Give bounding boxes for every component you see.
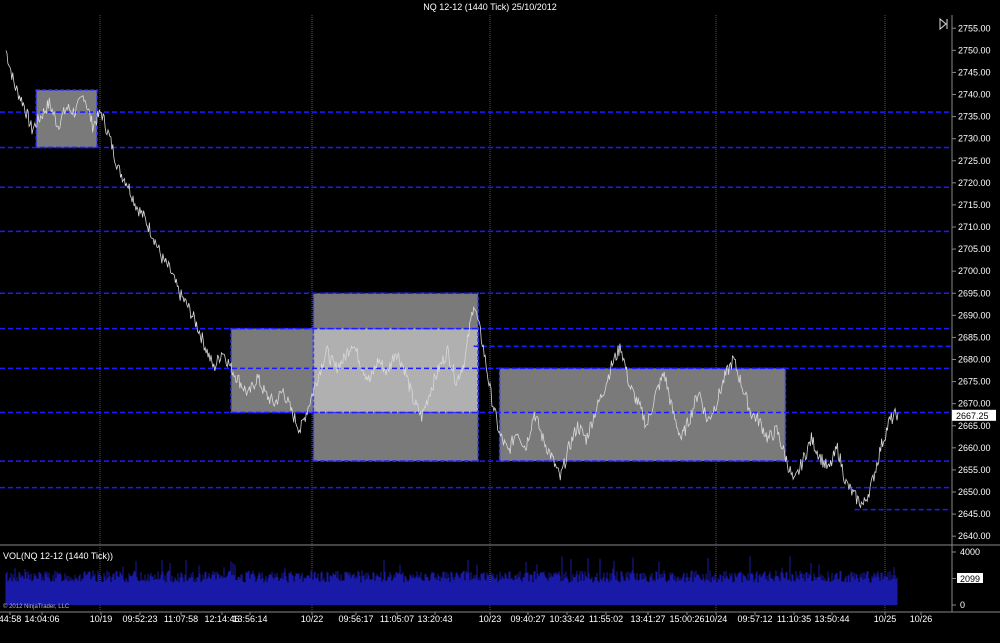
time-tick-label-2: 10/19 <box>90 614 113 624</box>
price-tick-label-22: 2750.00 <box>958 45 991 55</box>
copyright-text: © 2012 NinjaTrader, LLC <box>3 603 70 610</box>
price-tick-label-11: 2695.00 <box>958 288 991 298</box>
time-tick-label-11: 10/23 <box>479 614 502 624</box>
time-tick-label-14: 11:55:02 <box>589 614 623 624</box>
volume-tick-label-2: 0 <box>960 600 965 610</box>
last-price-badge <box>952 409 996 421</box>
time-tick-label-5: 12:14:46 <box>204 614 239 624</box>
last-price-marker: 2667.25 <box>952 409 996 421</box>
time-tick-label-8: 09:56:17 <box>338 614 373 624</box>
volume-histogram <box>5 556 898 605</box>
price-tick-label-10: 2690.00 <box>958 310 991 320</box>
volume-last-badge <box>957 573 983 583</box>
time-tick-label-7: 10/22 <box>301 614 324 624</box>
price-tick-label-5: 2665.00 <box>958 421 991 431</box>
chart-frame <box>0 15 1000 613</box>
time-tick-label-1: 14:04:06 <box>24 614 59 624</box>
price-tick-label-2: 2650.00 <box>958 487 991 497</box>
price-tick-label-1: 2645.00 <box>958 509 991 519</box>
time-tick-label-20: 13:50:44 <box>814 614 849 624</box>
price-axis: 2640.00 2645.00 2650.00 2655.00 2660.00 2665.… <box>952 23 991 541</box>
time-tick-label-19: 11:10:35 <box>777 614 811 624</box>
time-tick-label-9: 11:05:07 <box>380 614 414 624</box>
session-separators <box>99 15 886 612</box>
price-tick-label-8: 2680.00 <box>958 355 991 365</box>
price-series <box>5 50 899 509</box>
time-tick-label-21: 10/25 <box>874 614 897 624</box>
chart-title: NQ 12-12 (1440 Tick) 25/10/2012 <box>423 2 557 12</box>
price-tick-label-17: 2725.00 <box>958 156 991 166</box>
price-tick-label-3: 2655.00 <box>958 465 991 475</box>
time-tick-label-17: 10/24 <box>705 614 728 624</box>
price-tick-label-20: 2740.00 <box>958 90 991 100</box>
price-tick-label-7: 2675.00 <box>958 377 991 387</box>
range-box-0 <box>35 89 98 149</box>
time-tick-label-18: 09:57:12 <box>737 614 772 624</box>
volume-panel: VOL(NQ 12-12 (1440 Tick)) 400020000 2099 <box>3 547 983 610</box>
level-lines <box>0 111 952 511</box>
time-tick-label-4: 11:07:58 <box>164 614 198 624</box>
time-tick-label-10: 13:20:43 <box>417 614 452 624</box>
range-box-3 <box>312 327 479 414</box>
price-tick-label-12: 2700.00 <box>958 266 991 276</box>
price-tick-label-6: 2670.00 <box>958 399 991 409</box>
price-tick-label-13: 2705.00 <box>958 244 991 254</box>
volume-last-label: 2099 <box>960 574 980 584</box>
volume-bars <box>5 556 898 605</box>
last-price-label: 2667.25 <box>956 411 989 421</box>
time-tick-label-16: 15:00:26 <box>669 614 704 624</box>
collapse-panel-icon[interactable] <box>939 17 948 31</box>
time-tick-label-15: 13:41:27 <box>630 614 665 624</box>
price-tick-label-9: 2685.00 <box>958 332 991 342</box>
time-axis: 44:58 14:04:06 10/19 09:52:23 11:07:58 12:14:… <box>0 612 932 624</box>
volume-label: VOL(NQ 12-12 (1440 Tick)) <box>3 551 113 561</box>
time-tick-label-0: 44:58 <box>0 614 21 624</box>
time-tick-label-12: 09:40:27 <box>510 614 545 624</box>
price-tick-label-19: 2735.00 <box>958 112 991 122</box>
price-tick-label-18: 2730.00 <box>958 134 991 144</box>
time-tick-label-22: 10/26 <box>910 614 933 624</box>
price-tick-label-4: 2660.00 <box>958 443 991 453</box>
time-tick-label-6: 13:56:14 <box>232 614 267 624</box>
time-tick-label-3: 09:52:23 <box>122 614 157 624</box>
time-tick-label-13: 10:33:42 <box>549 614 584 624</box>
price-tick-label-15: 2715.00 <box>958 200 991 210</box>
price-tick-label-14: 2710.00 <box>958 222 991 232</box>
price-tick-label-16: 2720.00 <box>958 178 991 188</box>
price-tick-label-21: 2745.00 <box>958 67 991 77</box>
price-line <box>5 50 899 509</box>
price-tick-label-23: 2755.00 <box>958 23 991 33</box>
price-tick-label-0: 2640.00 <box>958 531 991 541</box>
volume-tick-label-0: 4000 <box>960 547 980 557</box>
